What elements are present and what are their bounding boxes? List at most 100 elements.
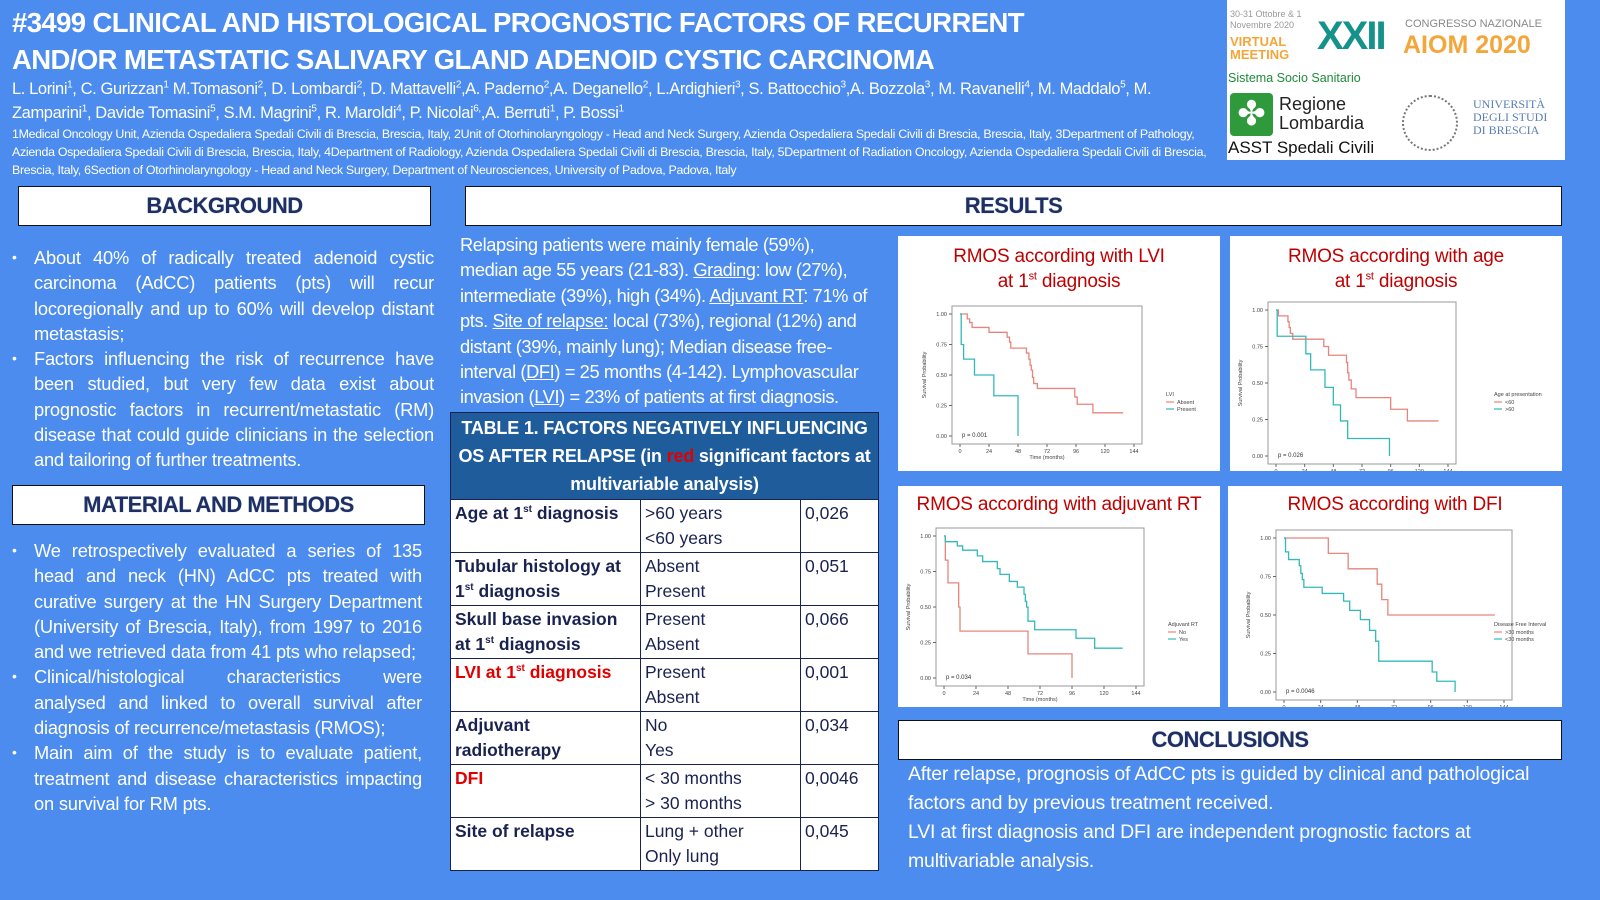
- conclusions-heading: CONCLUSIONS: [898, 720, 1562, 760]
- logo-text: DI BRESCIA: [1473, 123, 1540, 137]
- author-name: , D. Mattavelli: [361, 80, 456, 98]
- levels-cell: Present Absent: [640, 604, 801, 659]
- p-value: 0,051: [800, 551, 879, 606]
- x-tick-label: 96: [1428, 705, 1434, 707]
- level-label: Absent: [645, 686, 700, 707]
- chart-title-text: at 1: [1334, 271, 1366, 292]
- factor-label: DFI: [455, 767, 484, 788]
- factor-cell: LVI at 1st diagnosis: [450, 657, 641, 712]
- chart-title: RMOS according with age at 1st diagnosis: [1230, 244, 1562, 294]
- author-affiliation-number: 5: [311, 103, 317, 115]
- x-tick-label: 144: [1131, 691, 1140, 697]
- author-affiliation-number: 1: [618, 103, 625, 115]
- p-value: 0,034: [800, 710, 879, 765]
- x-tick-label: 48: [1005, 691, 1011, 697]
- p-value: 0,045: [800, 816, 879, 871]
- virtual-meeting-label: VIRTUAL MEETING: [1230, 34, 1290, 62]
- author-name: L. Lorini: [12, 80, 68, 98]
- author-name: , M. Zamparini: [12, 80, 1152, 122]
- background-bullets: About 40% of radically treated adenoid c…: [12, 245, 434, 473]
- university-logo: UNIVERSITÀ DEGLI STUDI DI BRESCIA: [1473, 98, 1547, 137]
- x-tick-label: 0: [958, 449, 961, 455]
- y-tick-label: 0.00: [1252, 454, 1263, 460]
- congress-label: CONGRESSO NAZIONALE: [1405, 18, 1542, 30]
- results-text-segment: ) = 23% of patients at first diagnosis.: [559, 386, 839, 408]
- chart-title-line: RMOS according with age: [1287, 246, 1505, 267]
- factor-label-sup: st: [515, 663, 525, 675]
- chart-title: RMOS according with DFI: [1228, 492, 1562, 517]
- level-label: > 30 months: [645, 792, 742, 813]
- legend-label: <60: [1505, 400, 1514, 406]
- x-tick-label: 48: [1330, 469, 1336, 471]
- factor-cell: DFI: [450, 763, 641, 818]
- factor-label-sup: st: [523, 504, 532, 516]
- author-affiliation-number: 6,: [473, 103, 481, 115]
- y-axis-label: Survival Probability: [1238, 359, 1244, 406]
- p-value: 0,0046: [800, 763, 879, 818]
- author-affiliation-number: 5: [1120, 79, 1126, 91]
- level-label: >60 years: [645, 502, 723, 523]
- table-title: TABLE 1. FACTORS NEGATIVELY INFLUENCING …: [450, 411, 879, 500]
- chart-title-line: RMOS according with DFI: [1287, 494, 1503, 515]
- factor-label-sup: st: [485, 635, 495, 647]
- chart-title-text: diagnosis: [1036, 271, 1121, 292]
- table-row: Site of relapse Lung + other Only lung 0,04…: [450, 816, 879, 871]
- factor-label: Adjuvant radiotherapy: [455, 714, 561, 760]
- chart-title-line: at 1st diagnosis: [898, 269, 1220, 294]
- table-title-red: red: [666, 445, 695, 466]
- author-affiliation-number: 2: [257, 79, 264, 91]
- x-tick-label: 144: [1443, 469, 1452, 471]
- author-affiliation-number: 2: [543, 79, 550, 91]
- legend-label: <30 months: [1505, 637, 1534, 643]
- table-title-text: TABLE 1. FACTORS NEGATIVELY INFLUENCING …: [458, 417, 868, 466]
- y-axis-label: Survival Probability: [906, 583, 912, 630]
- factor-cell: Site of relapse: [450, 816, 641, 871]
- level-label: No: [645, 714, 668, 735]
- author-name: , R. Maroldi: [316, 104, 397, 122]
- chart-title-line: RMOS according with adjuvant RT: [916, 494, 1202, 515]
- results-text: Relapsing patients were mainly female (5…: [460, 232, 874, 410]
- chart-title-line: RMOS according with LVI: [953, 246, 1165, 267]
- legend-label: No: [1179, 630, 1186, 636]
- survival-curve: [944, 535, 1073, 678]
- chart-title-text: at 1: [997, 271, 1029, 292]
- legend-title: Age at presentation: [1494, 392, 1542, 398]
- results-text-segment: ) = 25 months (4-142). Lymphovascular in…: [460, 361, 859, 408]
- x-tick-label: 24: [1302, 469, 1308, 471]
- level-label: Lung + other: [645, 820, 744, 841]
- affiliations: 1Medical Oncology Unit, Azienda Ospedali…: [12, 127, 1207, 177]
- y-tick-label: 0.75: [1260, 575, 1271, 581]
- author-name: , Davide Tomasini: [86, 104, 211, 122]
- level-label: < 30 months: [645, 767, 742, 788]
- university-seal-icon: [1402, 95, 1458, 151]
- x-tick-label: 72: [1037, 691, 1043, 697]
- x-tick-label: 24: [986, 449, 992, 455]
- author-affiliation-number: 3: [840, 79, 847, 91]
- author-affiliation-number: 4: [1024, 79, 1030, 91]
- author-affiliation-number: 3: [734, 79, 741, 91]
- chart-title-text: diagnosis: [1373, 271, 1458, 292]
- author-name: M.Tomasoni: [168, 80, 258, 98]
- chart-panel-adjuvant-rt: RMOS according with adjuvant RT 0.00 0.25 0…: [898, 486, 1220, 707]
- x-axis-label: Time (months): [1022, 697, 1057, 703]
- x-tick-label: 96: [1388, 469, 1394, 471]
- p-value-label: p = 0.026: [1278, 453, 1304, 459]
- factor-label: diagnosis: [524, 661, 612, 682]
- regione-lombardia-icon: ✤: [1230, 93, 1273, 136]
- x-tick-label: 96: [1073, 449, 1079, 455]
- bullet-item: Main aim of the study is to evaluate pat…: [12, 740, 422, 816]
- x-tick-label: 144: [1499, 705, 1508, 707]
- x-tick-label: 48: [1354, 705, 1360, 707]
- x-tick-label: 72: [1359, 469, 1365, 471]
- methods-heading: MATERIAL AND METHODS: [12, 485, 425, 525]
- y-tick-label: 0.75: [936, 343, 947, 349]
- factors-table: TABLE 1. FACTORS NEGATIVELY INFLUENCING …: [450, 411, 879, 871]
- y-tick-label: 0.00: [936, 434, 947, 440]
- conclusion-line: LVI at first diagnosis and DFI are indep…: [908, 821, 1471, 872]
- x-tick-label: 120: [1463, 705, 1472, 707]
- plot-frame: [935, 527, 1145, 687]
- aiom-logo: AIOM 2020: [1403, 31, 1531, 59]
- level-label: <60 years: [645, 527, 723, 548]
- title-line: #3499 CLINICAL AND HISTOLOGICAL PROGNOST…: [12, 7, 1025, 38]
- level-label: Present: [645, 608, 706, 629]
